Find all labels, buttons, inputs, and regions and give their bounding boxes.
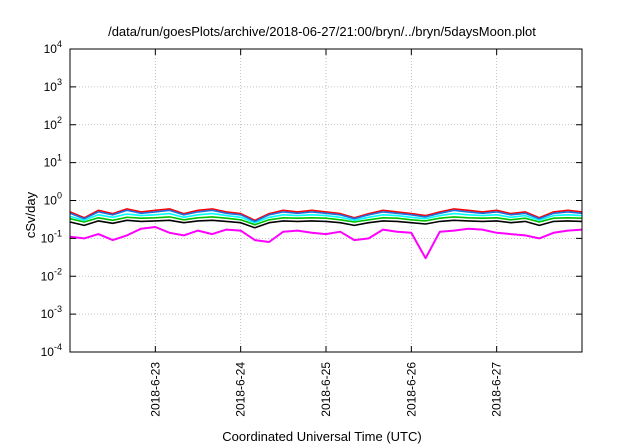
series-line xyxy=(69,208,583,222)
series-group xyxy=(69,208,583,260)
y-tick-label: 10-3 xyxy=(41,304,62,321)
series-line xyxy=(69,219,583,229)
x-tick-label: 2018-6-26 xyxy=(404,362,418,417)
y-tick-label: 100 xyxy=(44,191,62,208)
axis-ticks: 10-4 10-3 10-2 10-1 100 101 102 103 104 2018-6-23… xyxy=(41,39,582,417)
y-tick-label: 102 xyxy=(44,115,62,132)
y-tick-label: 103 xyxy=(44,77,62,94)
x-tick-label: 2018-6-23 xyxy=(148,362,162,417)
y-tick-label: 104 xyxy=(44,39,62,56)
grid xyxy=(70,49,582,352)
y-tick-label: 10-2 xyxy=(41,266,62,283)
x-tick-label: 2018-6-25 xyxy=(319,362,333,417)
y-tick-label: 101 xyxy=(44,153,62,170)
x-tick-label: 2018-6-24 xyxy=(234,362,248,417)
x-axis-label: Coordinated Universal Time (UTC) xyxy=(222,429,421,444)
x-tick-label: 2018-6-27 xyxy=(490,362,504,417)
series-line xyxy=(69,209,583,223)
series-line xyxy=(69,216,583,226)
y-tick-label: 10-4 xyxy=(41,342,62,359)
series-line xyxy=(69,226,583,260)
y-tick-label: 10-1 xyxy=(41,228,62,245)
chart-title: /data/run/goesPlots/archive/2018-06-27/2… xyxy=(108,24,536,39)
y-axis-label: cSv/day xyxy=(23,191,38,238)
series-line xyxy=(69,212,583,224)
